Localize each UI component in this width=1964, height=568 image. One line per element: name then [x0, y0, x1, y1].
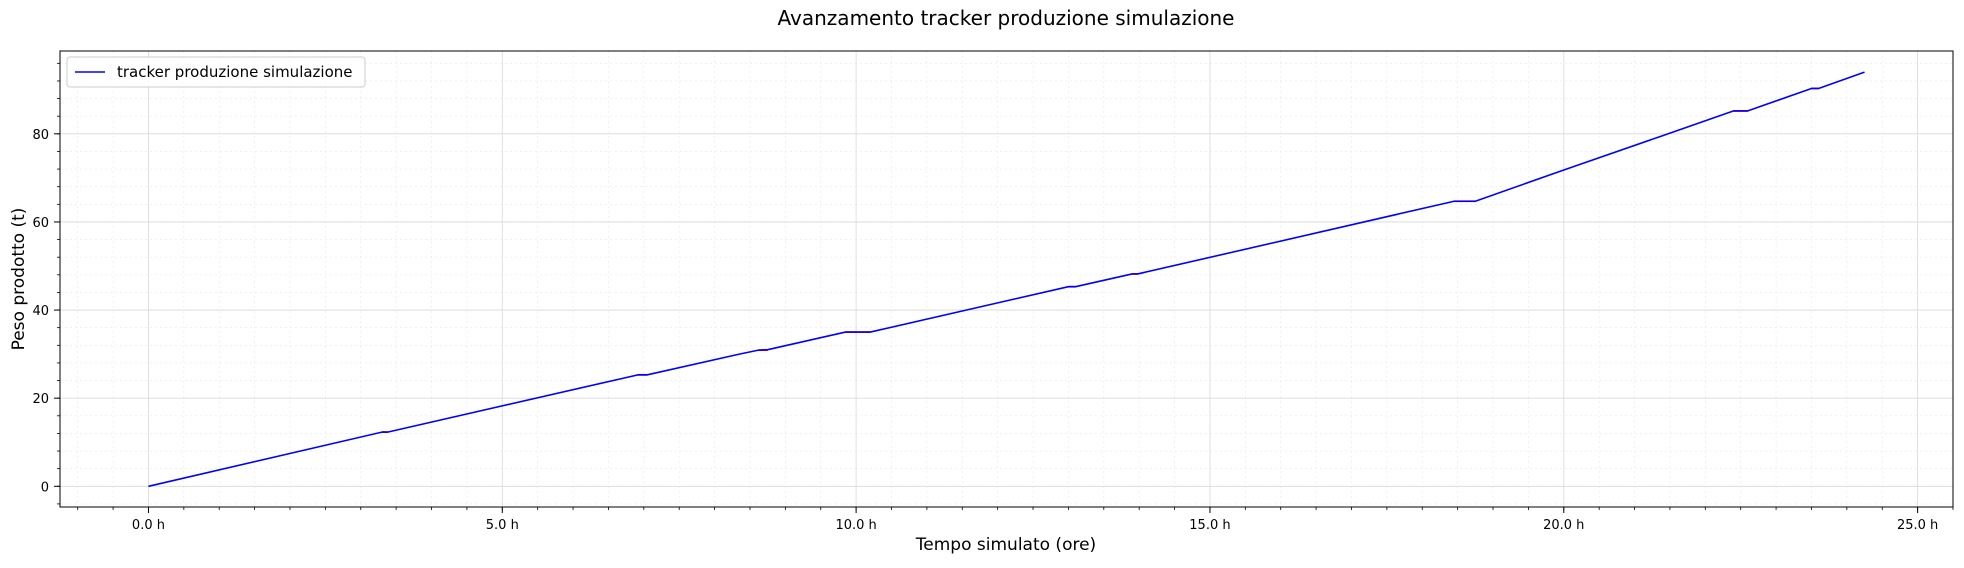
x-tick-label: 0.0 h	[132, 518, 165, 533]
x-tick-label: 25.0 h	[1897, 518, 1938, 533]
x-tick-label: 5.0 h	[486, 518, 519, 533]
legend-box	[66, 56, 366, 88]
series-lines	[148, 71, 1865, 488]
legend: tracker produzione simulazione	[66, 56, 366, 88]
x-tick-label: 15.0 h	[1189, 518, 1230, 533]
y-tick-label: 60	[32, 216, 49, 231]
x-tick-label: 10.0 h	[835, 518, 876, 533]
series-line	[148, 71, 1865, 488]
y-tick-label: 0	[41, 480, 49, 495]
x-tick-label: 20.0 h	[1543, 518, 1584, 533]
y-axis: 0 20 40 60 80	[32, 62, 60, 505]
y-axis-label: Peso prodotto (t)	[9, 208, 29, 351]
y-tick-label: 20	[32, 392, 49, 407]
chart-title: Avanzamento tracker produzione simulazio…	[778, 6, 1235, 30]
x-axis-label: Tempo simulato (ore)	[915, 535, 1096, 555]
major-grid	[60, 51, 1953, 507]
plot-frame	[59, 50, 1954, 508]
legend-label: tracker produzione simulazione	[117, 63, 353, 81]
x-axis: 0.0 h 5.0 h 10.0 h 15.0 h 20.0 h 25.0 h	[77, 507, 1954, 533]
y-tick-label: 80	[32, 128, 49, 143]
y-tick-label: 40	[32, 304, 49, 319]
